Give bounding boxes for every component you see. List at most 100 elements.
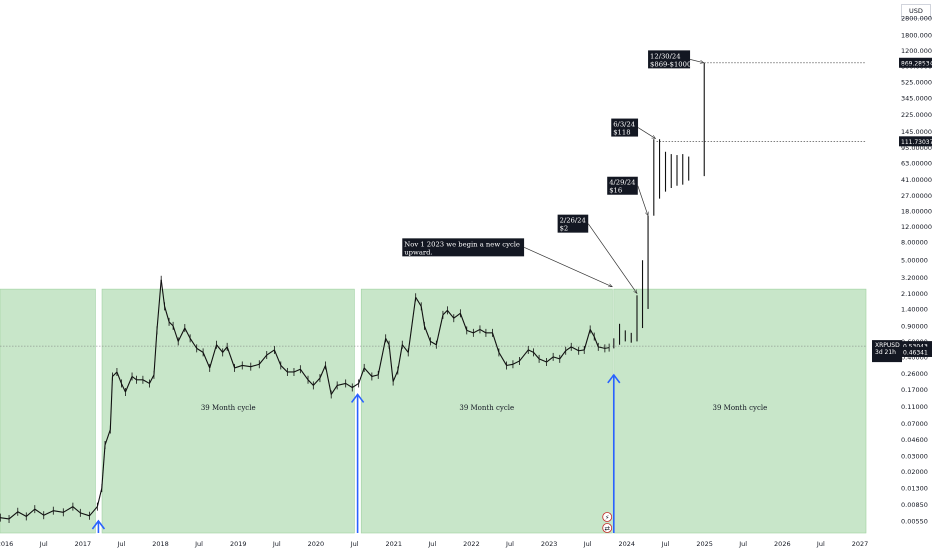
price-segment bbox=[80, 512, 90, 517]
annotation-box bbox=[611, 118, 639, 137]
annotation-text: $118 bbox=[613, 129, 630, 137]
y-tick-label: 1800.00000 bbox=[901, 31, 932, 39]
price-segment bbox=[153, 330, 158, 375]
price-segment bbox=[8, 511, 19, 520]
price-segment bbox=[250, 363, 260, 368]
x-tick-label: Jul bbox=[816, 540, 825, 548]
price-segment bbox=[512, 360, 520, 365]
price-segment bbox=[570, 346, 579, 352]
current-symbol: XRPUSD bbox=[875, 342, 900, 349]
cycle-box bbox=[0, 288, 96, 534]
price-segment bbox=[189, 338, 198, 349]
annotation-arrow bbox=[587, 223, 637, 294]
price-segment bbox=[358, 367, 365, 384]
price-segment bbox=[177, 327, 186, 342]
annotation: 4/29/24$16 bbox=[607, 176, 648, 216]
price-segment bbox=[148, 374, 155, 384]
y-tick-label: 0.17000 bbox=[901, 386, 928, 394]
y-tick-label: 0.02000 bbox=[901, 468, 928, 476]
y-tick-label: 225.00000 bbox=[901, 111, 932, 119]
annotation: 12/30/24$869-$1000 bbox=[648, 50, 704, 69]
y-tick-label: 0.90000 bbox=[901, 322, 928, 330]
cycle-label: 39 Month cycle bbox=[459, 404, 514, 412]
price-segment bbox=[266, 349, 275, 356]
x-tick-label: 2026 bbox=[774, 540, 791, 548]
currency-selector[interactable]: USD bbox=[901, 4, 931, 19]
x-tick-label: Jul bbox=[738, 540, 747, 548]
price-segment bbox=[337, 382, 346, 386]
price-segment bbox=[202, 352, 211, 369]
price-segment bbox=[371, 374, 379, 377]
y-tick-label: 0.01300 bbox=[901, 485, 928, 493]
price-segment bbox=[172, 325, 179, 342]
annotation-text: 4/29/24 bbox=[609, 179, 635, 187]
annotation-arrow bbox=[637, 185, 648, 216]
price-segment bbox=[598, 346, 605, 349]
y-tick-label: 0.00550 bbox=[901, 518, 928, 526]
price-segment bbox=[307, 379, 314, 386]
x-tick-label: 2027 bbox=[852, 540, 869, 548]
x-tick-label: 2019 bbox=[230, 540, 247, 548]
y-tick-label: 8.00000 bbox=[901, 239, 928, 247]
annotation: 2/26/24$2 bbox=[557, 214, 637, 294]
price-segment bbox=[385, 338, 390, 345]
cycle-box bbox=[101, 288, 355, 534]
event-icon-glyph: ⇄ bbox=[604, 525, 610, 533]
price-segment bbox=[131, 376, 137, 381]
price-segment bbox=[519, 349, 529, 362]
annotation-box bbox=[648, 50, 691, 69]
y-tick-label: 525.00000 bbox=[901, 79, 932, 87]
x-tick-label: Jul bbox=[350, 540, 359, 548]
price-segment bbox=[397, 344, 403, 371]
price-segment bbox=[491, 332, 500, 353]
price-segment bbox=[435, 314, 444, 345]
price-segment bbox=[423, 325, 431, 342]
price-segment bbox=[538, 358, 547, 363]
y-tick-label: 0.11000 bbox=[901, 403, 928, 411]
x-tick-label: 2018 bbox=[152, 540, 169, 548]
x-tick-label: Jul bbox=[661, 540, 670, 548]
price-tag-label: 869.28534 bbox=[901, 60, 932, 67]
price-segment bbox=[222, 346, 228, 353]
price-segment bbox=[0, 517, 10, 520]
annotation-arrow bbox=[689, 59, 704, 62]
price-segment bbox=[392, 370, 399, 382]
price-segment bbox=[216, 344, 224, 353]
price-segment bbox=[53, 510, 64, 513]
price-segment bbox=[142, 379, 150, 384]
y-tick-label: 2.10000 bbox=[901, 290, 928, 298]
price-segment bbox=[34, 508, 45, 516]
price-segment bbox=[120, 383, 126, 393]
x-tick-label: 2024 bbox=[619, 540, 636, 548]
price-segment bbox=[156, 279, 162, 331]
x-tick-label: 2017 bbox=[75, 540, 92, 548]
price-segment bbox=[453, 312, 461, 319]
event-icon bbox=[602, 523, 613, 533]
price-tag bbox=[899, 57, 932, 68]
annotation-text: 6/3/24 bbox=[613, 121, 635, 129]
price-segment bbox=[319, 365, 326, 379]
price-segment bbox=[312, 377, 321, 386]
low-price-value: 0.46341 bbox=[903, 349, 928, 356]
price-segment bbox=[72, 506, 81, 514]
cycle-box bbox=[360, 288, 613, 534]
y-tick-label: 1200.00000 bbox=[901, 47, 932, 55]
annotation-text: 2/26/24 bbox=[560, 217, 586, 225]
x-tick-label: 2021 bbox=[385, 540, 402, 548]
y-tick-label: 3.20000 bbox=[901, 274, 928, 282]
annotation: 6/3/24$118 bbox=[611, 118, 655, 139]
price-segment bbox=[446, 309, 455, 319]
price-segment bbox=[377, 338, 387, 376]
annotation-box bbox=[402, 238, 525, 257]
low-price-box bbox=[901, 346, 932, 357]
x-tick-label: 2023 bbox=[541, 540, 558, 548]
annotation-arrow bbox=[637, 127, 655, 139]
y-tick-label: 12.00000 bbox=[901, 223, 932, 231]
y-tick-label: 1.40000 bbox=[901, 305, 928, 313]
price-segment bbox=[589, 329, 595, 337]
x-tick-label: Jul bbox=[427, 540, 436, 548]
price-segment bbox=[96, 487, 103, 507]
price-segment bbox=[565, 346, 572, 352]
price-segment bbox=[226, 346, 236, 369]
